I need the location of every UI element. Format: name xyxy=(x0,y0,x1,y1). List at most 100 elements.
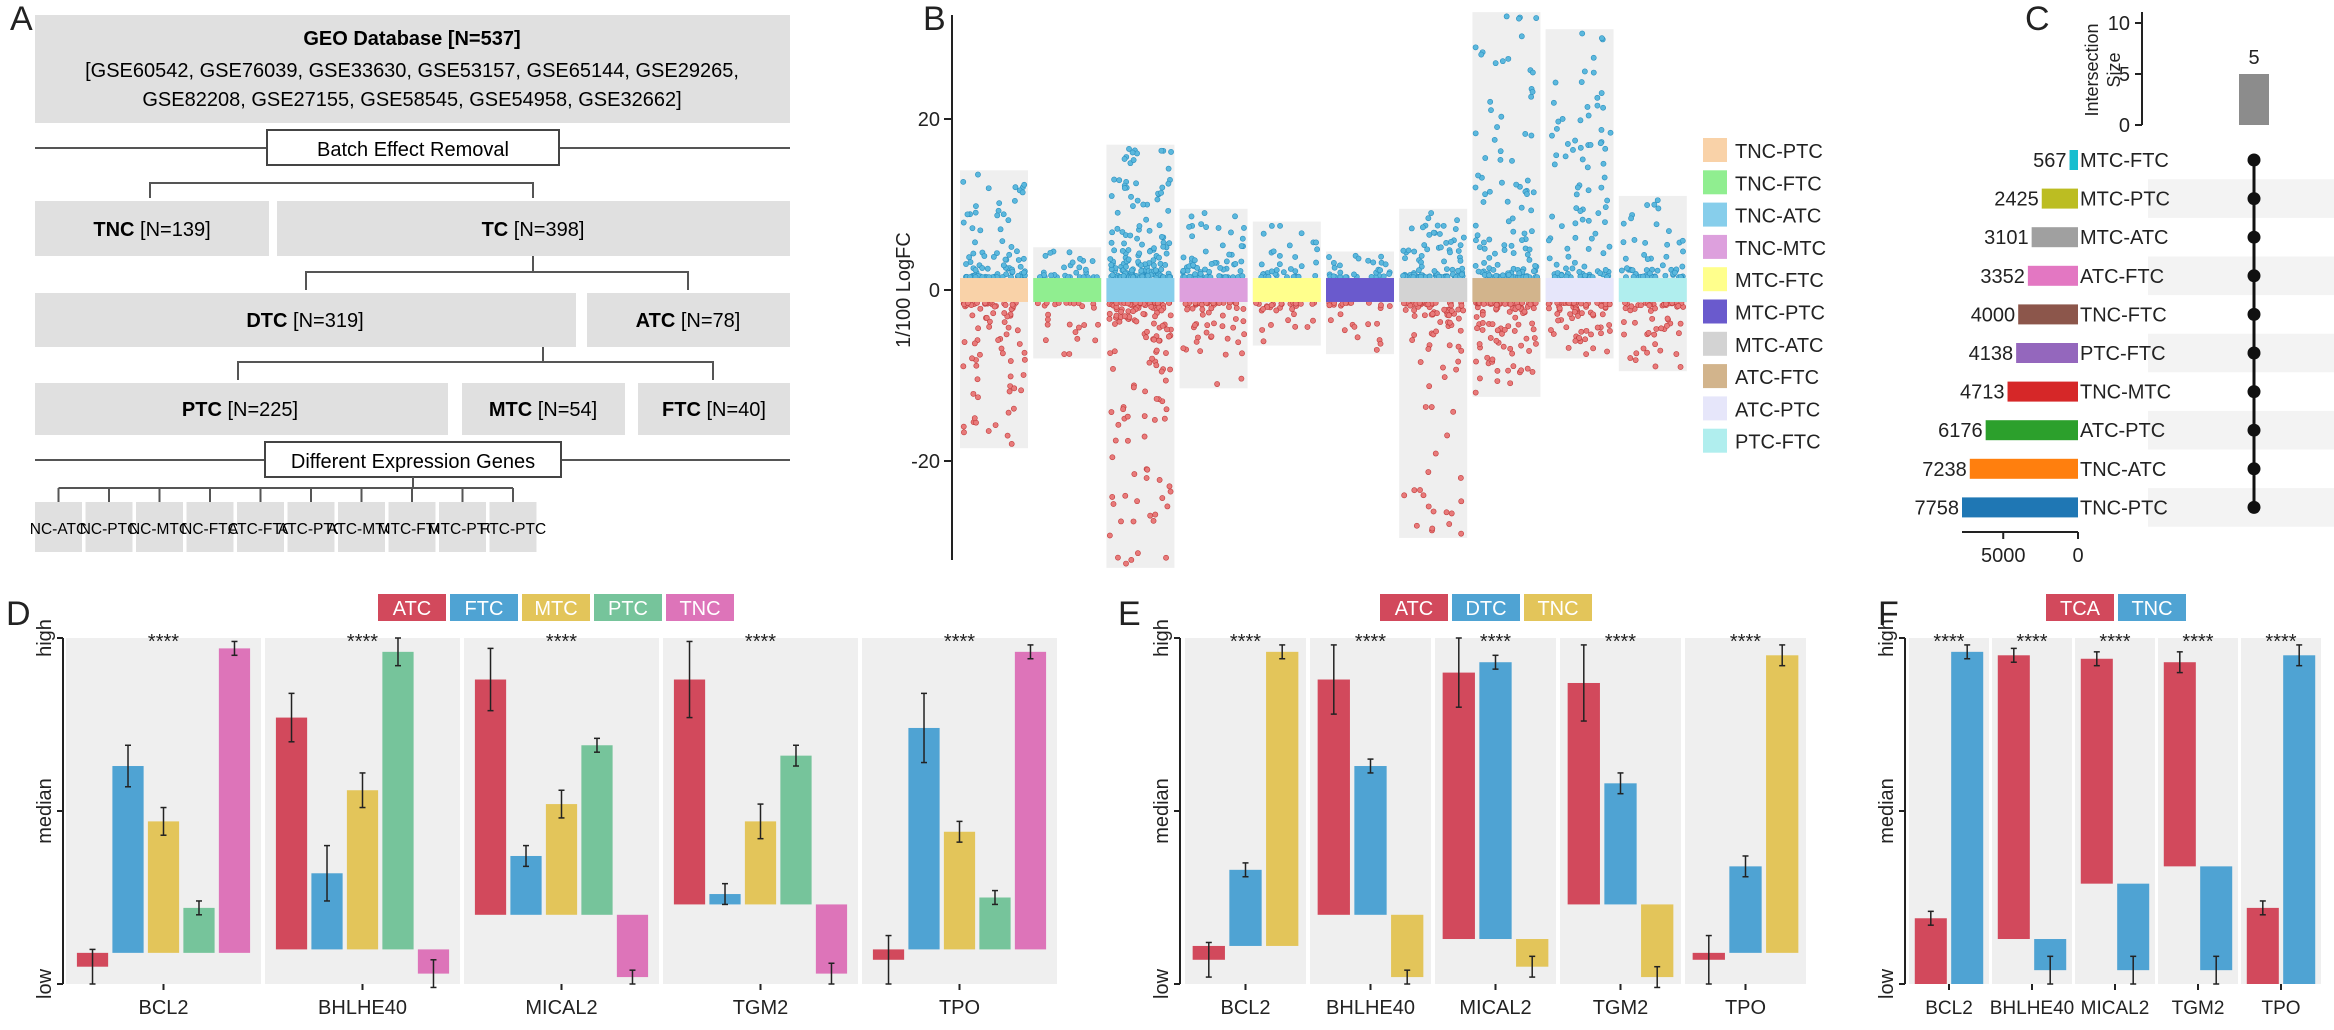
down-point xyxy=(1583,302,1588,307)
down-point xyxy=(1378,341,1383,346)
set-size-label: 4713 xyxy=(1960,382,2005,404)
up-point xyxy=(967,255,972,260)
up-point xyxy=(1578,208,1583,213)
down-point xyxy=(1644,350,1649,355)
down-point xyxy=(1019,388,1024,393)
up-point xyxy=(1134,236,1139,241)
down-point xyxy=(1426,504,1431,509)
down-point xyxy=(1451,409,1456,414)
down-point xyxy=(1525,366,1530,371)
up-point xyxy=(1498,157,1503,162)
set-size-tick-label: 5000 xyxy=(1981,545,2026,567)
up-point xyxy=(1524,192,1529,197)
down-point xyxy=(1477,376,1482,381)
group-range xyxy=(1106,145,1174,568)
up-point xyxy=(1605,198,1610,203)
gene-label: BCL2 xyxy=(1220,997,1270,1019)
up-point xyxy=(1506,272,1511,277)
up-point xyxy=(1337,263,1342,268)
down-point xyxy=(1107,316,1112,321)
up-point xyxy=(1128,233,1133,238)
down-point xyxy=(1485,355,1490,360)
legend-swatch xyxy=(1703,332,1727,356)
down-point xyxy=(1494,302,1499,307)
down-point xyxy=(1223,352,1228,357)
down-point xyxy=(991,311,996,316)
down-point xyxy=(1269,303,1274,308)
up-point xyxy=(1566,254,1571,259)
down-point xyxy=(1502,301,1507,306)
expression-bar xyxy=(112,766,143,953)
up-point xyxy=(1441,223,1446,228)
down-point xyxy=(987,324,992,329)
up-point xyxy=(1166,208,1171,213)
down-point xyxy=(1204,330,1209,335)
down-point xyxy=(1654,326,1659,331)
up-point xyxy=(975,172,980,177)
up-point xyxy=(1582,264,1587,269)
down-point xyxy=(1110,494,1115,499)
down-point xyxy=(1062,352,1067,357)
up-point xyxy=(973,210,978,215)
group-strip xyxy=(960,278,1028,302)
down-point xyxy=(1123,493,1128,498)
down-point xyxy=(971,391,976,396)
up-point xyxy=(1498,149,1503,154)
y-tick-label: low xyxy=(1876,968,1898,999)
up-point xyxy=(1630,268,1635,273)
down-point xyxy=(1145,467,1150,472)
up-point xyxy=(1546,238,1551,243)
up-point xyxy=(1416,268,1421,273)
down-point xyxy=(1109,409,1114,414)
down-point xyxy=(1480,320,1485,325)
expression-bar xyxy=(1479,662,1511,939)
up-point xyxy=(1570,147,1575,152)
down-point xyxy=(1107,311,1112,316)
set-size-bar xyxy=(2032,227,2078,247)
up-point xyxy=(1001,263,1006,268)
significance-label: **** xyxy=(2182,631,2213,653)
up-point xyxy=(1061,265,1066,270)
down-point xyxy=(1510,351,1515,356)
down-point xyxy=(1260,327,1265,332)
up-point xyxy=(1642,252,1647,257)
up-point xyxy=(1458,258,1463,263)
up-point xyxy=(1453,226,1458,231)
set-name: TNC-ATC xyxy=(2080,459,2166,481)
up-point xyxy=(1269,223,1274,228)
down-point xyxy=(1438,319,1443,324)
set-row-stripe xyxy=(2148,488,2334,527)
up-point xyxy=(1299,231,1304,236)
intersection-tick-label: 10 xyxy=(2108,13,2130,35)
down-point xyxy=(1045,317,1050,322)
down-point xyxy=(1473,390,1478,395)
down-point xyxy=(1293,324,1298,329)
down-point xyxy=(1045,322,1050,327)
comparison-label: NC-ATC xyxy=(30,521,87,538)
set-row-stripe xyxy=(2148,257,2334,296)
down-point xyxy=(1022,357,1027,362)
up-point xyxy=(1477,245,1482,250)
up-point xyxy=(1198,271,1203,276)
up-point xyxy=(1559,273,1564,278)
down-point xyxy=(1149,304,1154,309)
up-point xyxy=(1067,250,1072,255)
down-point xyxy=(1067,351,1072,356)
down-point xyxy=(1166,334,1171,339)
significance-label: **** xyxy=(1480,631,1511,653)
down-point xyxy=(1200,312,1205,317)
expression-bar xyxy=(1391,915,1423,977)
logfc-axis-label: 1/100 LogFC xyxy=(893,232,915,348)
up-point xyxy=(1516,16,1521,21)
tnc-label: TNC [N=139] xyxy=(93,219,210,241)
down-point xyxy=(1142,414,1147,419)
down-point xyxy=(1225,336,1230,341)
down-point xyxy=(1458,328,1463,333)
gene-label: TPO xyxy=(1725,997,1766,1019)
legend-swatch xyxy=(1703,300,1727,324)
up-point xyxy=(1429,210,1434,215)
down-point xyxy=(1021,372,1026,377)
up-point xyxy=(1582,273,1587,278)
down-point xyxy=(1417,487,1422,492)
up-point xyxy=(1130,150,1135,155)
